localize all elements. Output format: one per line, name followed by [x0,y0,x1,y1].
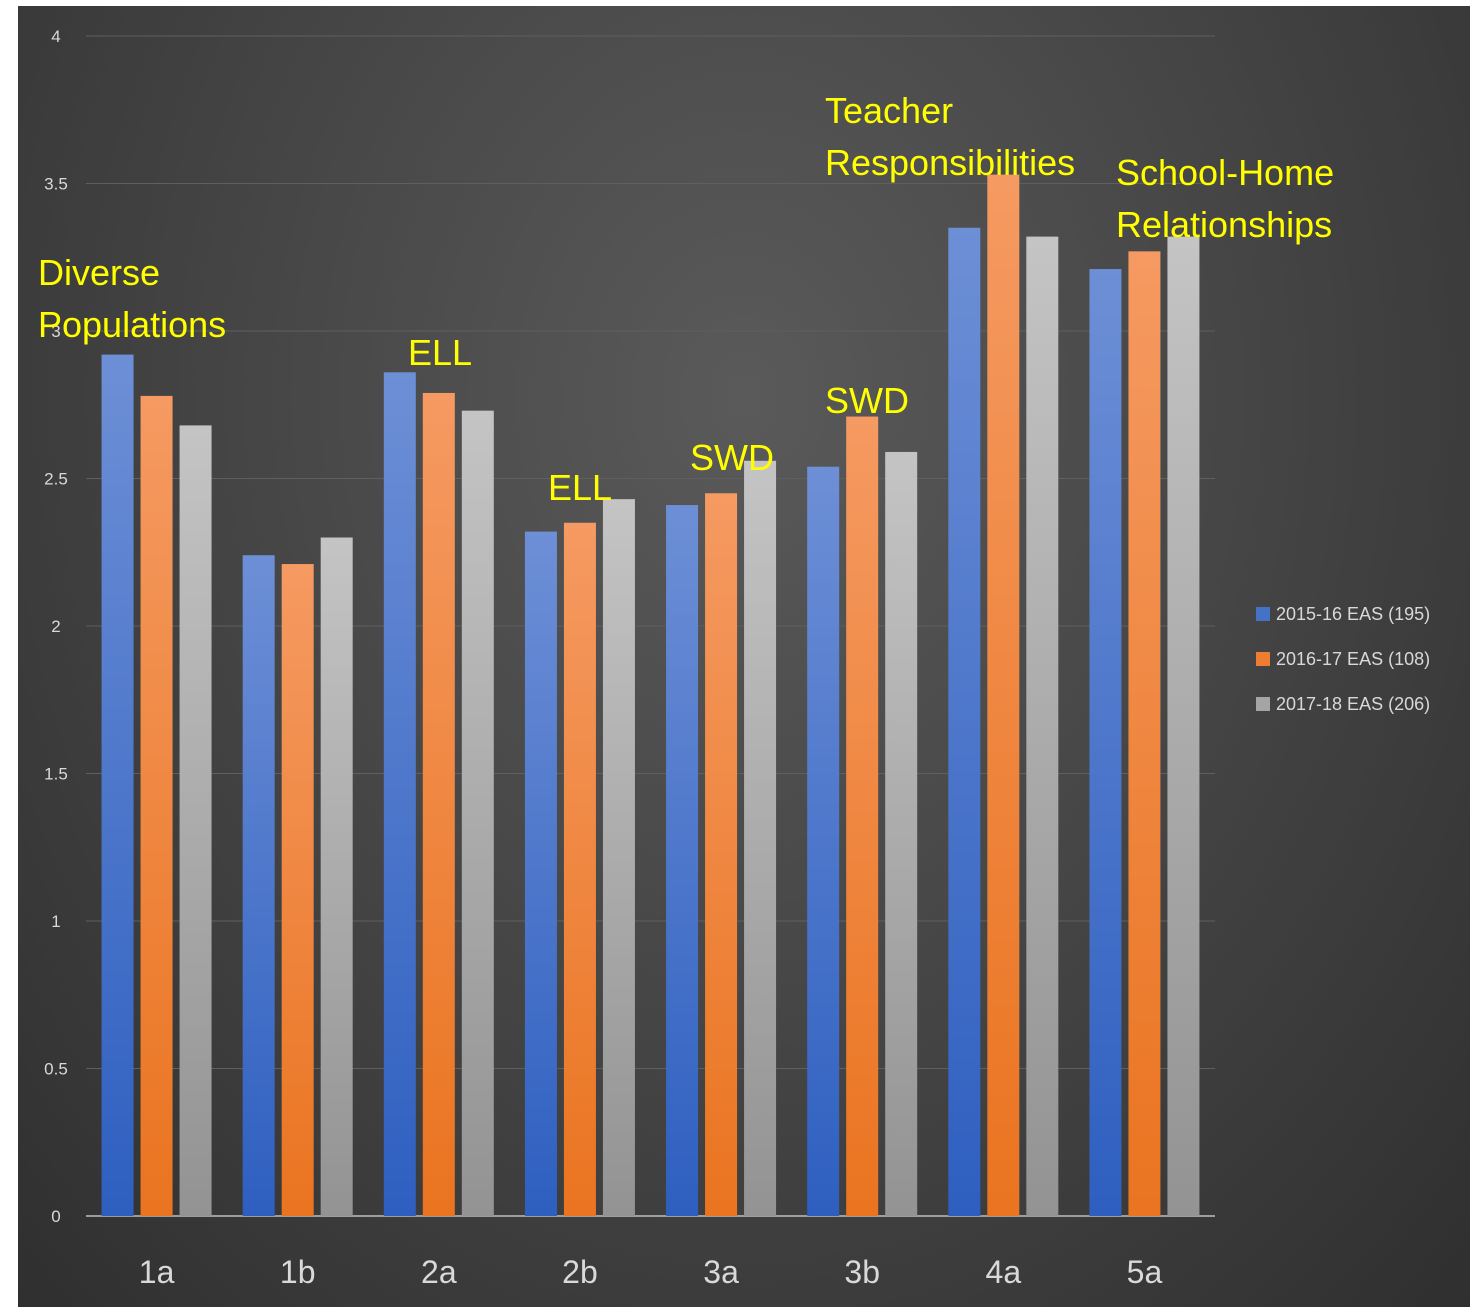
bar-3b-series-1 [807,466,840,1216]
y-tick-label: 1 [51,912,60,931]
annotation-label: ELL [408,332,472,373]
bar-3b-series-2 [846,416,879,1216]
bar-5a-series-3 [1167,236,1200,1217]
x-axis: 1a 1b 2a 2b 3a 3b 4a 5a [139,1254,1163,1290]
bar-2b-series-2 [563,522,596,1216]
bar-4a-series-1 [948,227,981,1216]
annotation-label: School-Home [1116,152,1334,193]
legend-swatch [1256,697,1270,711]
annotation-label: Relationships [1116,204,1332,245]
bar-2a-series-1 [383,372,416,1216]
bars [101,174,1200,1217]
bar-2b-series-3 [602,499,635,1216]
legend-swatch [1256,652,1270,666]
bar-2a-series-2 [422,392,455,1216]
bar-1a-series-3 [179,425,212,1216]
annotation-label: SWD [825,380,909,421]
y-tick-label: 3 [51,322,60,341]
x-tick-label: 2a [421,1254,457,1290]
annotation-label: Diverse [38,252,160,293]
x-tick-label: 3a [703,1254,739,1290]
y-tick-label: 3.5 [44,175,68,194]
legend-label: 2015-16 EAS (195) [1276,604,1430,624]
legend-swatch [1256,607,1270,621]
legend: 2015-16 EAS (195) 2016-17 EAS (108) 2017-1… [1256,604,1430,714]
y-tick-label: 0 [51,1207,60,1226]
bar-1a-series-1 [101,354,134,1217]
bar-2a-series-3 [461,410,494,1216]
bar-3a-series-3 [744,460,777,1216]
bar-5a-series-1 [1089,269,1122,1216]
bar-3b-series-3 [885,451,918,1216]
x-tick-label: 1b [280,1254,316,1290]
bar-5a-series-2 [1128,251,1161,1217]
bar-1b-series-1 [242,555,275,1216]
bar-4a-series-2 [987,174,1020,1216]
y-tick-label: 4 [51,27,60,46]
y-tick-label: 1.5 [44,765,68,784]
bar-4a-series-3 [1026,236,1059,1217]
y-tick-label: 0.5 [44,1060,68,1079]
bar-3a-series-2 [705,493,738,1216]
x-tick-label: 4a [986,1254,1022,1290]
bar-2b-series-1 [524,531,557,1216]
bar-1b-series-2 [281,564,314,1216]
bar-1a-series-2 [140,395,173,1216]
legend-label: 2017-18 EAS (206) [1276,694,1430,714]
annotation-label: ELL [548,467,612,508]
annotation-label: Populations [38,304,226,345]
x-tick-label: 3b [844,1254,880,1290]
x-tick-label: 5a [1127,1254,1163,1290]
bar-1b-series-3 [320,537,353,1216]
annotation-label: Responsibilities [825,142,1075,183]
y-axis: 0 0.5 1 1.5 2 2.5 3 3.5 4 [44,27,68,1226]
legend-label: 2016-17 EAS (108) [1276,649,1430,669]
annotations: Diverse Populations ELL ELL SWD SWD Teacher Res… [38,90,1334,508]
bar-3a-series-1 [666,505,699,1216]
y-tick-label: 2 [51,617,60,636]
x-tick-label: 2b [562,1254,598,1290]
annotation-label: SWD [690,437,774,478]
x-tick-label: 1a [139,1254,175,1290]
annotation-label: Teacher [825,90,953,131]
y-tick-label: 2.5 [44,470,68,489]
